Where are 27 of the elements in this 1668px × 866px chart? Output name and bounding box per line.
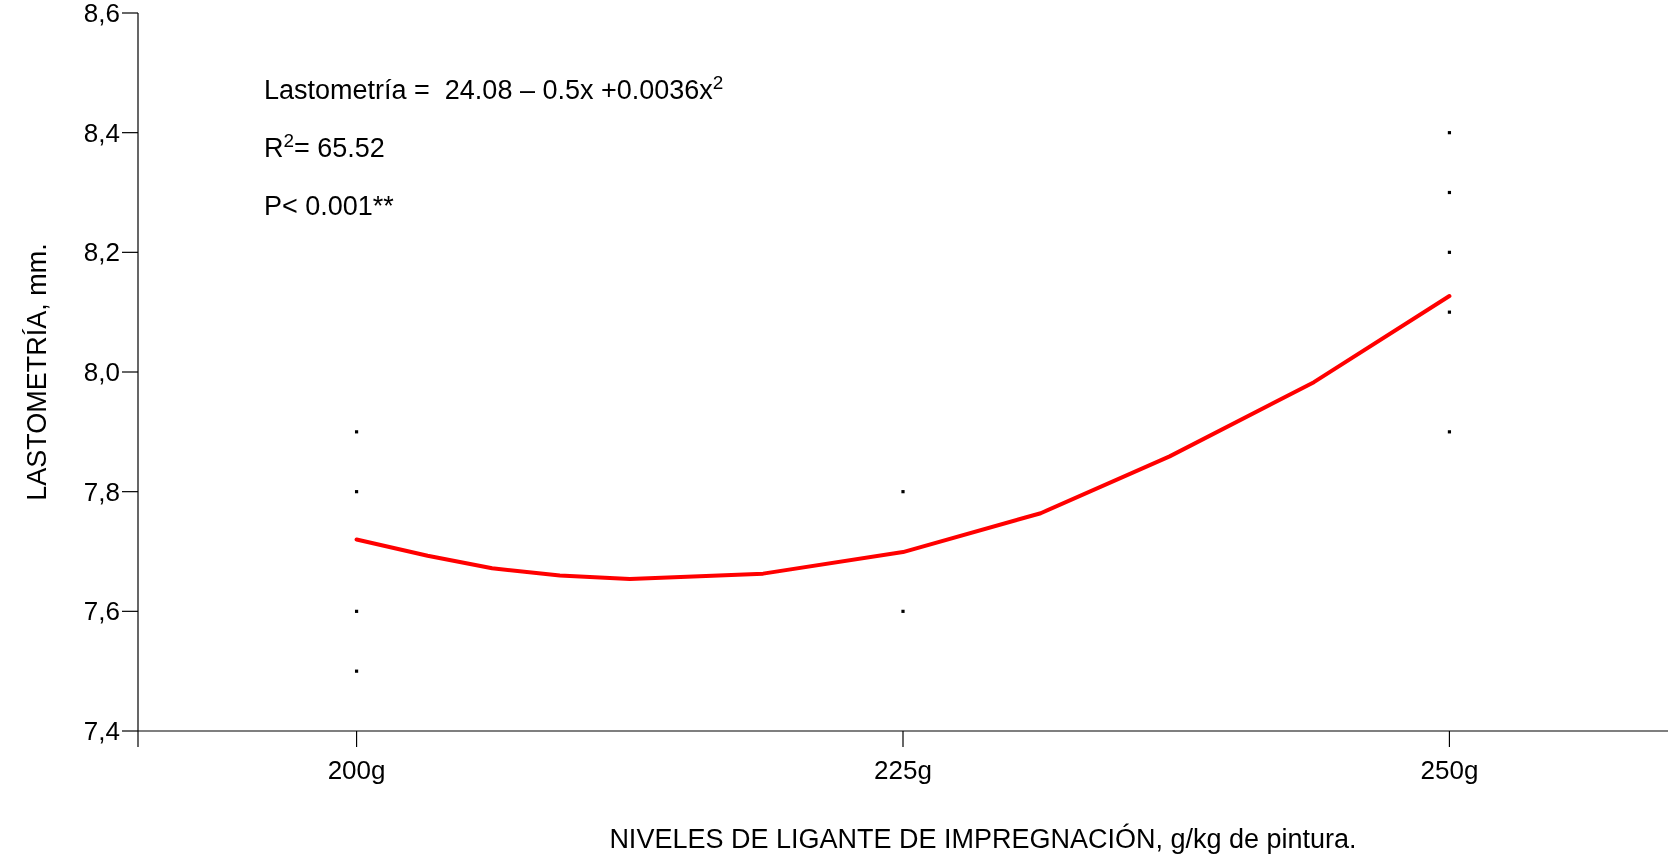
point (354, 669, 359, 673)
point (901, 490, 905, 494)
y-tick-label: 7,6 (83, 596, 120, 627)
annotation: R$^{2}$= 65.52 (264, 129, 385, 163)
point (1447, 131, 1452, 135)
y-tick-label: 7,8 (83, 476, 120, 507)
point (1447, 430, 1452, 434)
line-series (354, 294, 1452, 582)
point (901, 609, 905, 613)
y-tick-label: 8,6 (83, 0, 120, 29)
y-tick-label: 8,0 (83, 357, 120, 388)
point (1447, 190, 1452, 195)
x-tick-label: 200g (327, 755, 386, 785)
x-tick-label: 250g (1420, 755, 1479, 785)
point (1447, 310, 1452, 314)
y-tick-label: 8,4 (83, 117, 120, 148)
y-tick-label: 8,2 (83, 237, 120, 268)
annotation: Lastometría = 24.08 – 0.5x +0.0036x$^{2}$ (264, 71, 724, 105)
x-tick-label: 225g (874, 755, 932, 785)
point (354, 490, 359, 494)
y-axis-title: LASTOMETRÍA, mm. (22, 243, 52, 501)
y-tick-label: 7,4 (83, 716, 120, 747)
point (1447, 250, 1452, 254)
point (354, 430, 359, 434)
point (354, 609, 359, 613)
x-axis-title: NIVELES DE LIGANTE DE IMPREGNACIÓN, g/kg de pintura. (609, 823, 1357, 854)
annotation: P< 0.001** (264, 191, 395, 221)
